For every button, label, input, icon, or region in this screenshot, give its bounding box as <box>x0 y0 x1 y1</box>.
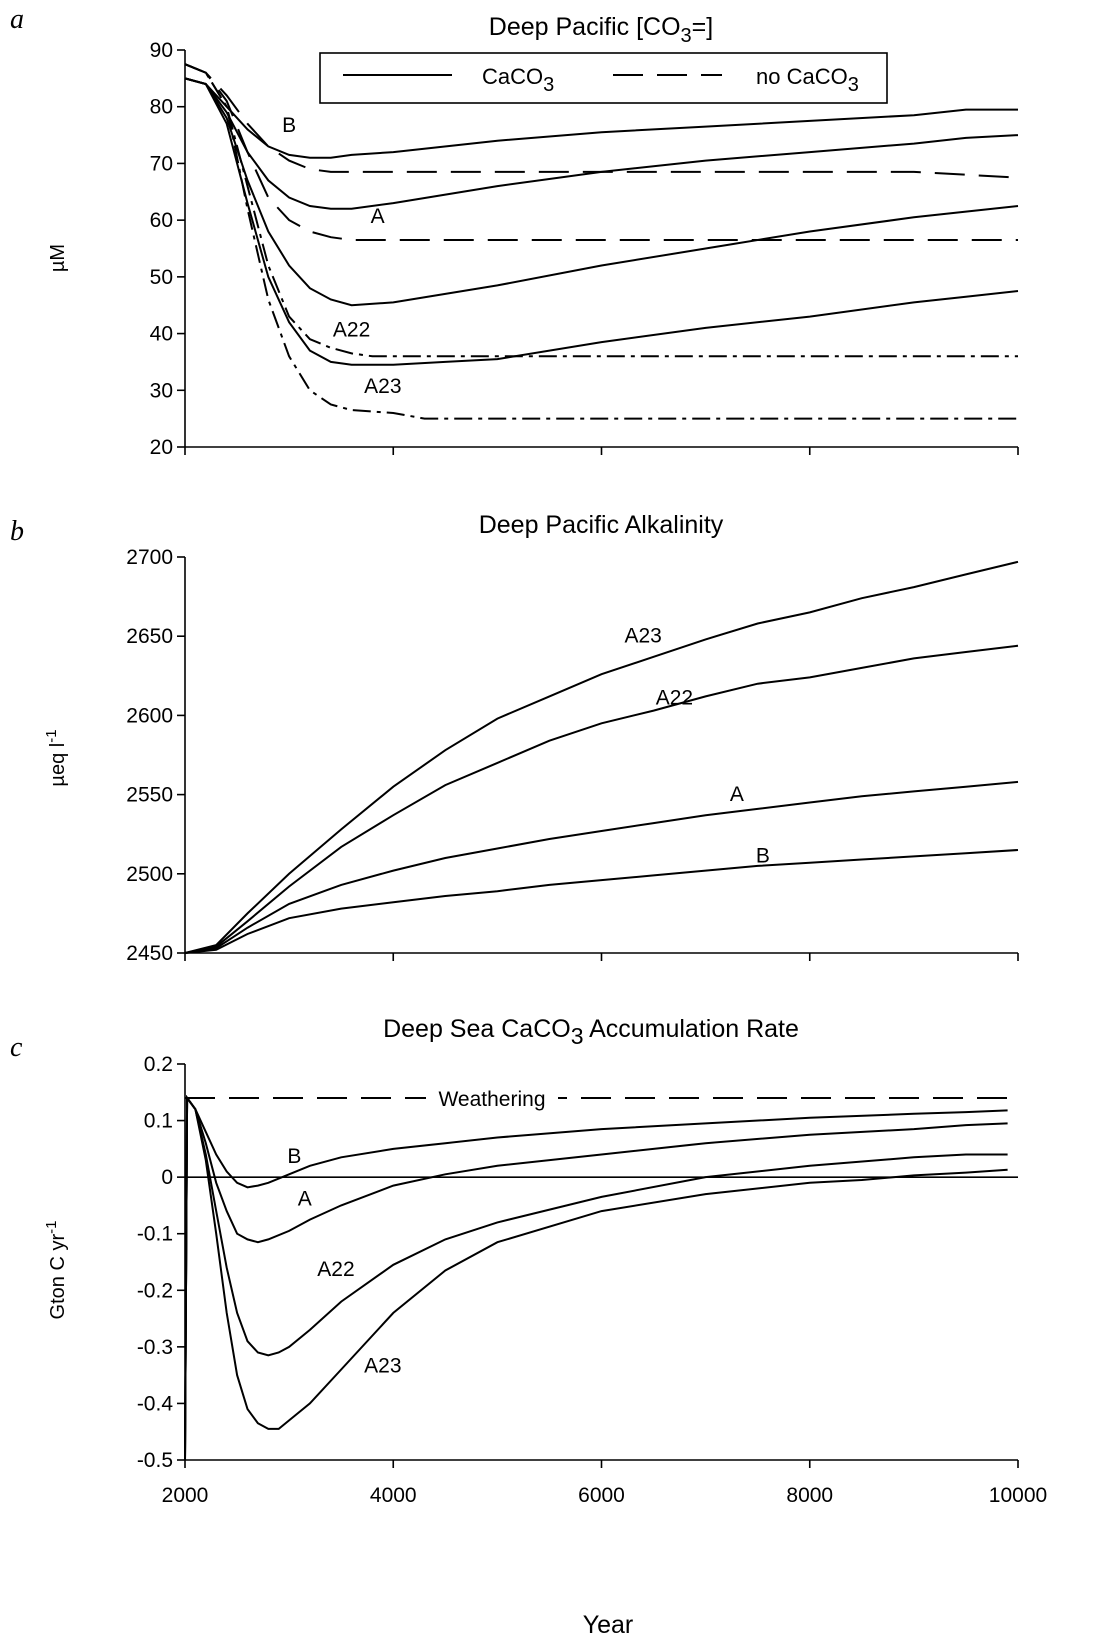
y-tick-label: 50 <box>150 266 173 289</box>
y-tick-label: 2450 <box>126 942 173 965</box>
series-line-a <box>184 780 1019 954</box>
y-tick-label: -0.5 <box>137 1449 173 1472</box>
y-tick-label: -0.4 <box>137 1392 174 1415</box>
series-line-a22 <box>184 644 1019 954</box>
curve-label: B <box>287 1145 301 1168</box>
series-line-a23 <box>184 63 1018 420</box>
curve-label: A23 <box>624 625 661 648</box>
series-line-5 <box>184 63 1018 241</box>
y-tick-label: 70 <box>150 152 173 175</box>
series-line-a22 <box>184 77 1019 366</box>
y-tick-label: 2700 <box>126 546 173 569</box>
series-line-b <box>184 77 1018 159</box>
curve-label: A23 <box>364 375 401 398</box>
series-line-a23 <box>184 560 1019 954</box>
series-line-b <box>184 849 1019 954</box>
panel-a: a Deep Pacific [CO3=] µM CaCO3 no CaCO3 … <box>10 4 1019 459</box>
y-tick-label: 0 <box>161 1166 173 1189</box>
y-tick-label: 40 <box>150 323 173 346</box>
panel-letter-b: b <box>10 516 24 547</box>
y-tick-label: -0.2 <box>137 1279 173 1302</box>
curve-label: A22 <box>333 318 370 341</box>
y-tick-label: 90 <box>150 39 173 62</box>
x-tick-label: 6000 <box>578 1484 625 1507</box>
curve-label: A22 <box>656 686 693 709</box>
panel-c: c Deep Sea CaCO3 Accumulation Rate Gton … <box>10 1015 1047 1507</box>
y-tick-label: 30 <box>150 379 173 402</box>
weathering-label-bg <box>426 1084 558 1111</box>
y-tick-label: 2500 <box>126 863 173 886</box>
y-tick-label: 0.2 <box>144 1053 173 1076</box>
series-line-a22 <box>184 1094 1008 1461</box>
y-tick-label: 2600 <box>126 704 173 727</box>
series-line-a <box>184 1094 1008 1461</box>
weathering-label: Weathering <box>438 1088 545 1111</box>
y-tick-label: 2550 <box>126 784 173 807</box>
chart-title-c: Deep Sea CaCO3 Accumulation Rate <box>383 1015 799 1049</box>
curve-label: A23 <box>364 1354 401 1377</box>
legend-box <box>319 52 888 104</box>
panel-b: b Deep Pacific Alkalinity µeq l-1 2450 25… <box>10 511 1019 965</box>
y-tick-label: 0.1 <box>144 1110 173 1133</box>
series-line-4 <box>184 63 1019 179</box>
curve-label: B <box>282 114 296 137</box>
y-axis-label-c: Gton C yr-1 <box>43 1221 69 1320</box>
panel-letter-a: a <box>10 4 24 35</box>
y-axis-label-a: µM <box>47 244 69 272</box>
y-tick-label: 20 <box>150 436 173 459</box>
curve-label: A <box>730 783 744 806</box>
x-tick-label: 8000 <box>786 1484 833 1507</box>
series-line-a23 <box>184 1094 1008 1461</box>
y-tick-label: 60 <box>150 209 173 232</box>
y-tick-label: 2650 <box>126 625 173 648</box>
x-tick-label: 2000 <box>162 1484 209 1507</box>
y-tick-label: -0.1 <box>137 1223 173 1246</box>
chart-title-b: Deep Pacific Alkalinity <box>479 511 724 539</box>
legend-a: CaCO3 no CaCO3 <box>319 52 888 104</box>
chart-title-a: Deep Pacific [CO3=] <box>489 13 713 47</box>
y-axis-label-b: µeq l-1 <box>43 729 69 786</box>
x-tick-label: 4000 <box>370 1484 417 1507</box>
series-line-1 <box>184 77 1019 210</box>
curve-label: A22 <box>317 1258 354 1281</box>
y-tick-label: 80 <box>150 96 173 119</box>
curve-label: A <box>371 205 385 228</box>
curve-label: A <box>298 1187 312 1210</box>
series-line-a <box>184 77 1019 307</box>
series-line-6 <box>184 63 1018 358</box>
series-line-b <box>184 1094 1008 1461</box>
panel-letter-c: c <box>10 1032 23 1063</box>
y-tick-label: -0.3 <box>137 1336 173 1359</box>
x-axis-label: Year <box>583 1611 634 1639</box>
curve-label: B <box>756 845 770 868</box>
x-tick-label: 10000 <box>989 1484 1047 1507</box>
